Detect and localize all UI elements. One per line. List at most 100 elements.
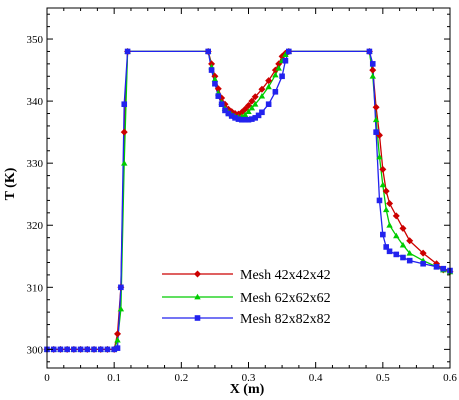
triangle-marker xyxy=(393,232,400,239)
x-tick-label: 0.5 xyxy=(376,372,390,384)
triangle-marker xyxy=(372,116,380,123)
y-tick-label: 310 xyxy=(27,282,44,294)
diamond-marker xyxy=(379,165,387,173)
diamond-marker xyxy=(214,85,222,93)
square-marker xyxy=(218,101,225,108)
triangle-marker xyxy=(272,71,279,78)
x-tick-label: 0 xyxy=(44,372,50,384)
square-marker xyxy=(383,244,389,250)
square-marker xyxy=(84,346,91,353)
square-marker xyxy=(235,116,242,122)
square-marker xyxy=(57,346,64,353)
diamond-marker xyxy=(392,212,400,220)
triangle-marker xyxy=(376,153,383,160)
square-marker xyxy=(440,265,447,272)
square-marker xyxy=(406,257,413,264)
square-marker xyxy=(286,48,292,55)
tick-labels-group: 0 0.1 0.2 0.3 0.4 0.5 0.6 300 310 320 330 340 350 xyxy=(27,34,458,384)
diamond-marker xyxy=(194,270,201,278)
triangle-marker xyxy=(382,206,390,213)
square-marker xyxy=(194,315,201,321)
diamond-marker xyxy=(406,237,414,245)
x-tick-label: 0.2 xyxy=(174,372,188,384)
square-marker xyxy=(121,101,128,108)
square-marker xyxy=(252,115,259,121)
diamond-marker xyxy=(372,103,380,111)
x-tick-label: 0.1 xyxy=(107,372,121,384)
square-marker xyxy=(400,254,406,261)
square-marker xyxy=(111,346,117,353)
diamond-marker xyxy=(386,200,394,208)
triangle-marker xyxy=(117,305,125,312)
triangle-marker xyxy=(386,222,393,228)
triangle-marker xyxy=(114,336,121,343)
triangle-marker xyxy=(282,51,289,57)
x-tick-label: 0.6 xyxy=(443,372,457,384)
y-tick-label: 330 xyxy=(27,158,44,170)
plot-markers-group xyxy=(43,47,454,353)
triangle-marker xyxy=(211,76,219,82)
square-marker xyxy=(225,110,232,117)
diamond-marker xyxy=(258,85,266,93)
diamond-marker xyxy=(265,77,273,85)
y-axis-label: T (K) xyxy=(3,167,18,200)
square-marker xyxy=(64,346,70,353)
square-marker xyxy=(255,112,262,119)
square-marker xyxy=(272,88,279,95)
square-marker xyxy=(433,264,440,270)
triangle-marker xyxy=(406,249,413,256)
square-marker xyxy=(380,231,386,238)
square-marker xyxy=(366,48,373,55)
square-marker xyxy=(50,346,57,353)
triangle-marker xyxy=(248,104,256,111)
triangle-marker xyxy=(379,181,387,188)
triangle-marker xyxy=(245,108,252,115)
square-marker xyxy=(77,346,84,353)
diamond-marker xyxy=(120,128,128,136)
diamond-marker xyxy=(251,93,259,101)
square-marker xyxy=(91,346,97,353)
diamond-marker xyxy=(382,187,390,195)
square-marker xyxy=(369,61,376,67)
triangle-marker xyxy=(121,159,128,166)
square-marker xyxy=(118,284,124,291)
square-marker xyxy=(212,80,218,87)
x-tick-label: 0.3 xyxy=(242,372,256,384)
legend-label: Mesh 42x42x42 xyxy=(240,268,331,283)
square-marker xyxy=(215,93,222,99)
diamond-marker xyxy=(245,101,252,109)
square-marker xyxy=(249,116,255,122)
square-marker xyxy=(238,116,245,123)
y-tick-label: 320 xyxy=(27,220,44,232)
square-marker xyxy=(282,57,289,64)
square-marker xyxy=(114,345,121,351)
triangle-marker xyxy=(369,73,376,79)
diamond-marker xyxy=(369,66,377,74)
square-marker xyxy=(71,346,77,353)
y-tick-label: 300 xyxy=(27,344,44,356)
square-marker xyxy=(420,260,426,267)
square-marker xyxy=(376,197,383,204)
square-marker xyxy=(97,346,104,353)
triangle-marker xyxy=(399,241,407,248)
triangle-marker xyxy=(241,111,249,118)
square-marker xyxy=(208,67,215,73)
diamond-marker xyxy=(248,97,256,105)
square-marker xyxy=(386,248,393,255)
square-marker xyxy=(228,113,235,119)
y-tick-label: 340 xyxy=(27,96,44,108)
square-marker xyxy=(373,129,379,135)
square-marker xyxy=(279,73,285,80)
square-marker xyxy=(232,115,238,121)
diamond-marker xyxy=(114,330,122,338)
diamond-marker xyxy=(419,249,427,257)
square-marker xyxy=(245,116,252,123)
legend-label: Mesh 62x62x62 xyxy=(240,291,331,306)
square-marker xyxy=(259,109,265,116)
square-marker xyxy=(104,346,111,353)
square-marker xyxy=(265,101,272,108)
x-tick-label: 0.4 xyxy=(309,372,323,384)
triangle-marker xyxy=(194,293,201,300)
diamond-marker xyxy=(241,105,249,113)
